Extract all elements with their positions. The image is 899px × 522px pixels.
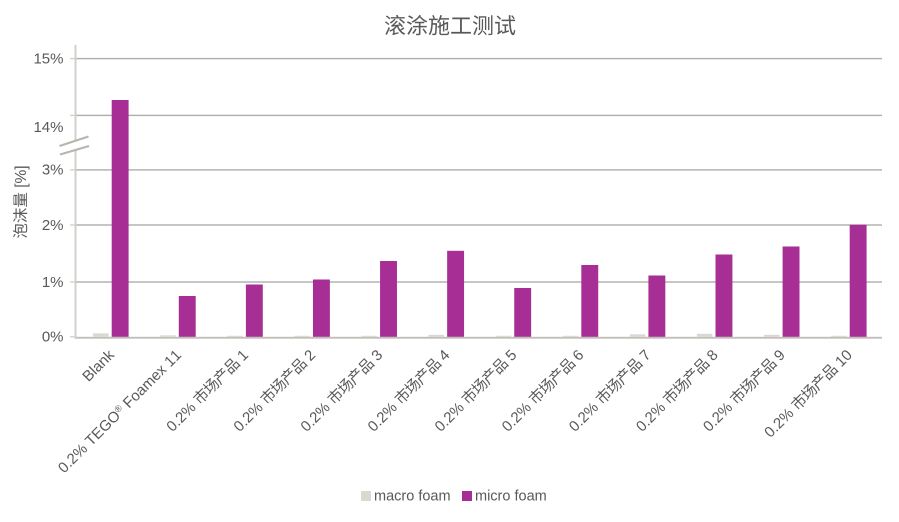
svg-text:micro foam: micro foam [475, 489, 547, 505]
svg-text:macro foam: macro foam [374, 489, 451, 505]
svg-text:3%: 3% [42, 162, 64, 179]
svg-text:0.2%: 0.2% [700, 399, 736, 435]
svg-text:0.2%: 0.2% [230, 399, 266, 435]
svg-text:10: 10 [832, 347, 856, 371]
svg-text:Foamex: Foamex [120, 361, 171, 412]
svg-text:14%: 14% [33, 119, 63, 136]
svg-text:0.2%: 0.2% [499, 399, 535, 435]
svg-text:0.2%: 0.2% [297, 399, 333, 435]
svg-text:0.2%: 0.2% [566, 399, 602, 435]
svg-text:11: 11 [161, 347, 185, 371]
svg-text:1%: 1% [42, 274, 64, 291]
svg-text:15%: 15% [33, 50, 63, 67]
svg-text:0.2%: 0.2% [163, 399, 199, 435]
svg-text:0.2%: 0.2% [633, 399, 669, 435]
svg-text:0.2%: 0.2% [432, 399, 468, 435]
svg-text:0%: 0% [42, 329, 64, 346]
svg-text:2%: 2% [42, 217, 64, 234]
svg-text:0.2%: 0.2% [55, 440, 91, 476]
svg-text:0.2%: 0.2% [761, 405, 797, 441]
svg-text:Blank: Blank [79, 346, 118, 385]
svg-text:[%]: [%] [13, 165, 30, 187]
svg-text:0.2%: 0.2% [365, 399, 401, 435]
